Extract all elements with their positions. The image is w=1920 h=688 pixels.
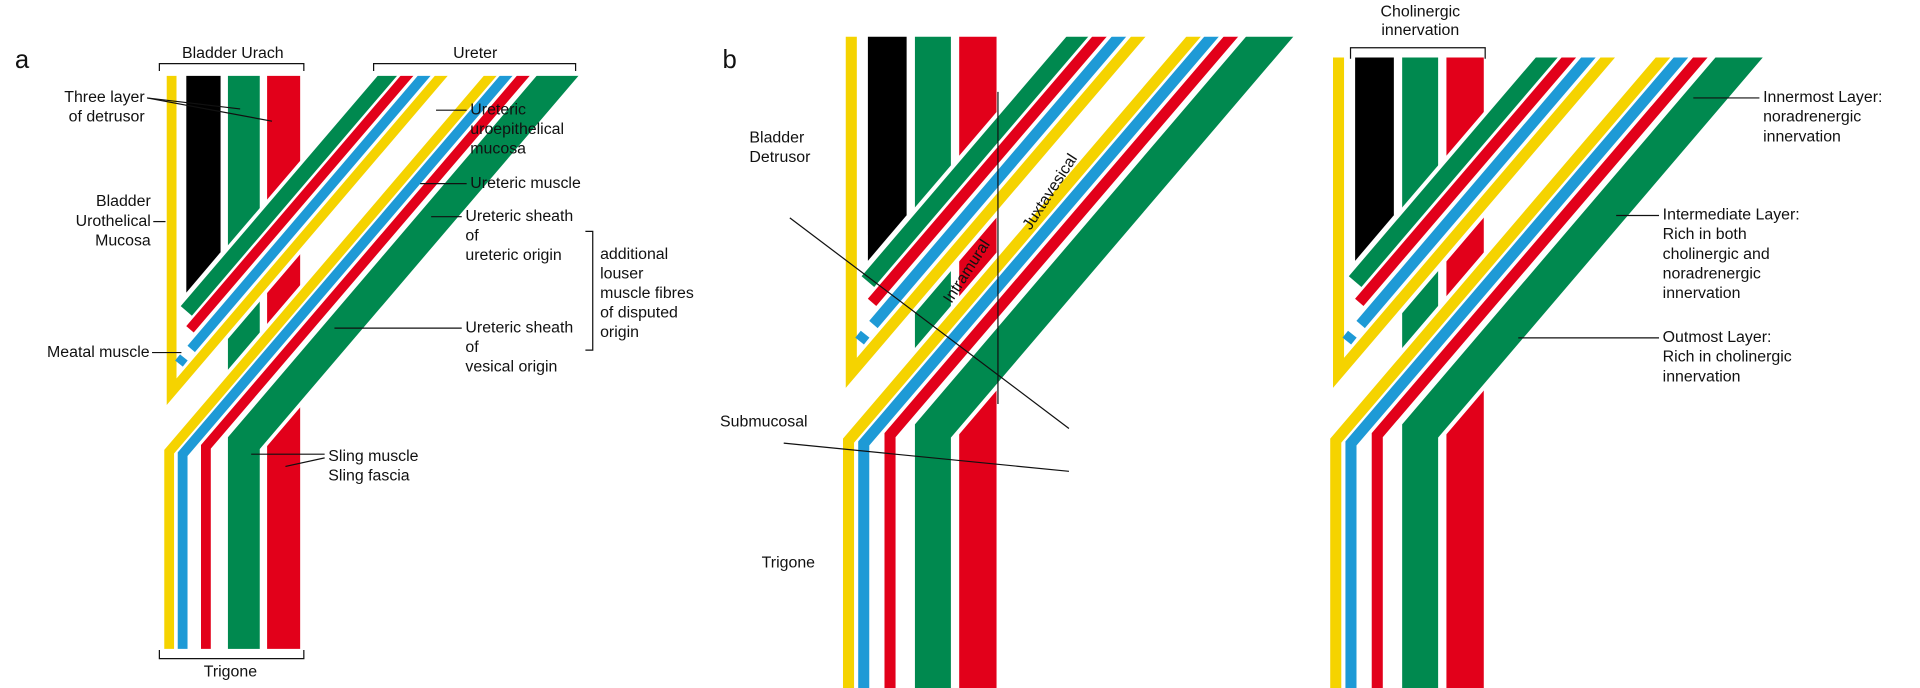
muscle-band (175, 354, 188, 367)
muscle-band (884, 36, 1239, 688)
muscle-band (1371, 57, 1708, 688)
muscle-band (1332, 57, 1615, 388)
muscle-band (1345, 57, 1689, 688)
muscle-band (1348, 57, 1558, 287)
label: Rich in both (1663, 226, 1747, 243)
label: cholinergic and (1663, 246, 1770, 263)
muscle-band (855, 330, 870, 345)
muscle-band (177, 75, 513, 649)
label: Mucosa (95, 232, 151, 249)
label: innervation (1763, 128, 1841, 145)
muscle-band (180, 75, 397, 316)
label: of detrusor (69, 109, 146, 126)
label: noradrenergic (1763, 109, 1861, 126)
muscle-band (914, 36, 1294, 688)
muscle-band (1402, 57, 1763, 688)
label: Innermost Layer: (1763, 89, 1882, 106)
label: Meatal muscle (47, 344, 150, 361)
label: Ureteric sheath (465, 208, 573, 225)
muscle-band (1355, 57, 1577, 306)
bracket-label: Trigone (204, 663, 257, 680)
muscle-band (166, 75, 448, 406)
muscle-band (200, 75, 530, 649)
black-layer (1355, 57, 1394, 261)
label: innervation (1381, 22, 1459, 39)
bracket-label: Ureter (453, 45, 498, 62)
leader-line (147, 97, 241, 110)
bracket (1349, 47, 1486, 59)
bracket (158, 650, 305, 660)
muscle-band (845, 36, 1146, 388)
label: Outmost Layer: (1663, 329, 1772, 346)
label: Rich in cholinergic (1663, 349, 1792, 366)
label: Bladder (749, 130, 805, 147)
label: ureteric origin (465, 247, 561, 264)
muscle-band (164, 75, 497, 649)
black-layer (867, 36, 907, 261)
label: of disputed (600, 305, 678, 322)
panel-label: b (723, 46, 737, 74)
label: uroepithelical (470, 121, 564, 138)
label: Detrusor (749, 149, 811, 166)
panel-a-drawing (160, 75, 584, 649)
label: Ureteric sheath (465, 319, 573, 336)
leader-line (789, 217, 1070, 429)
muscle-band (1330, 57, 1671, 688)
label: Trigone (762, 554, 815, 571)
label: mucosa (470, 141, 526, 158)
label: Ureteric muscle (470, 175, 581, 192)
label: muscle fibres (600, 285, 694, 302)
label: noradrenergic (1663, 265, 1761, 282)
leader-line (783, 442, 1070, 472)
label: Cholinergic (1381, 3, 1461, 20)
label: origin (600, 324, 639, 341)
leader-line (147, 97, 273, 122)
muscle-band (861, 36, 1089, 287)
bracket (585, 230, 594, 351)
label: Bladder (96, 193, 152, 210)
label: Intermediate Layer: (1663, 207, 1800, 224)
panel-c-drawing (1326, 57, 1769, 688)
bracket (158, 63, 305, 72)
label: Sling fascia (328, 467, 409, 484)
bracket-label: Bladder Urach (182, 45, 284, 62)
label: of (465, 227, 479, 244)
label: Ureteric (470, 101, 526, 118)
label: Sling muscle (328, 448, 418, 465)
muscle-band (227, 75, 579, 649)
label: innervation (1663, 285, 1741, 302)
label: louser (600, 265, 644, 282)
panel-label: a (15, 46, 30, 74)
muscle-band (842, 36, 1201, 688)
label: of (465, 339, 479, 356)
label: Urothelical (76, 213, 151, 230)
label: innervation (1663, 368, 1741, 385)
muscle-band (186, 75, 414, 333)
label: vesical origin (465, 358, 557, 375)
bracket (372, 63, 577, 72)
muscle-band (187, 75, 431, 353)
muscle-band (867, 36, 1107, 306)
leader-line (285, 457, 325, 468)
muscle-band (869, 36, 1127, 329)
panel-b-drawing (838, 36, 1299, 688)
label: Three layer (64, 89, 145, 106)
label: Submucosal (720, 414, 808, 431)
muscle-band (1356, 57, 1596, 329)
black-layer (186, 75, 221, 293)
label: additional (600, 246, 668, 263)
muscle-band (858, 36, 1219, 688)
muscle-band (1342, 330, 1357, 345)
